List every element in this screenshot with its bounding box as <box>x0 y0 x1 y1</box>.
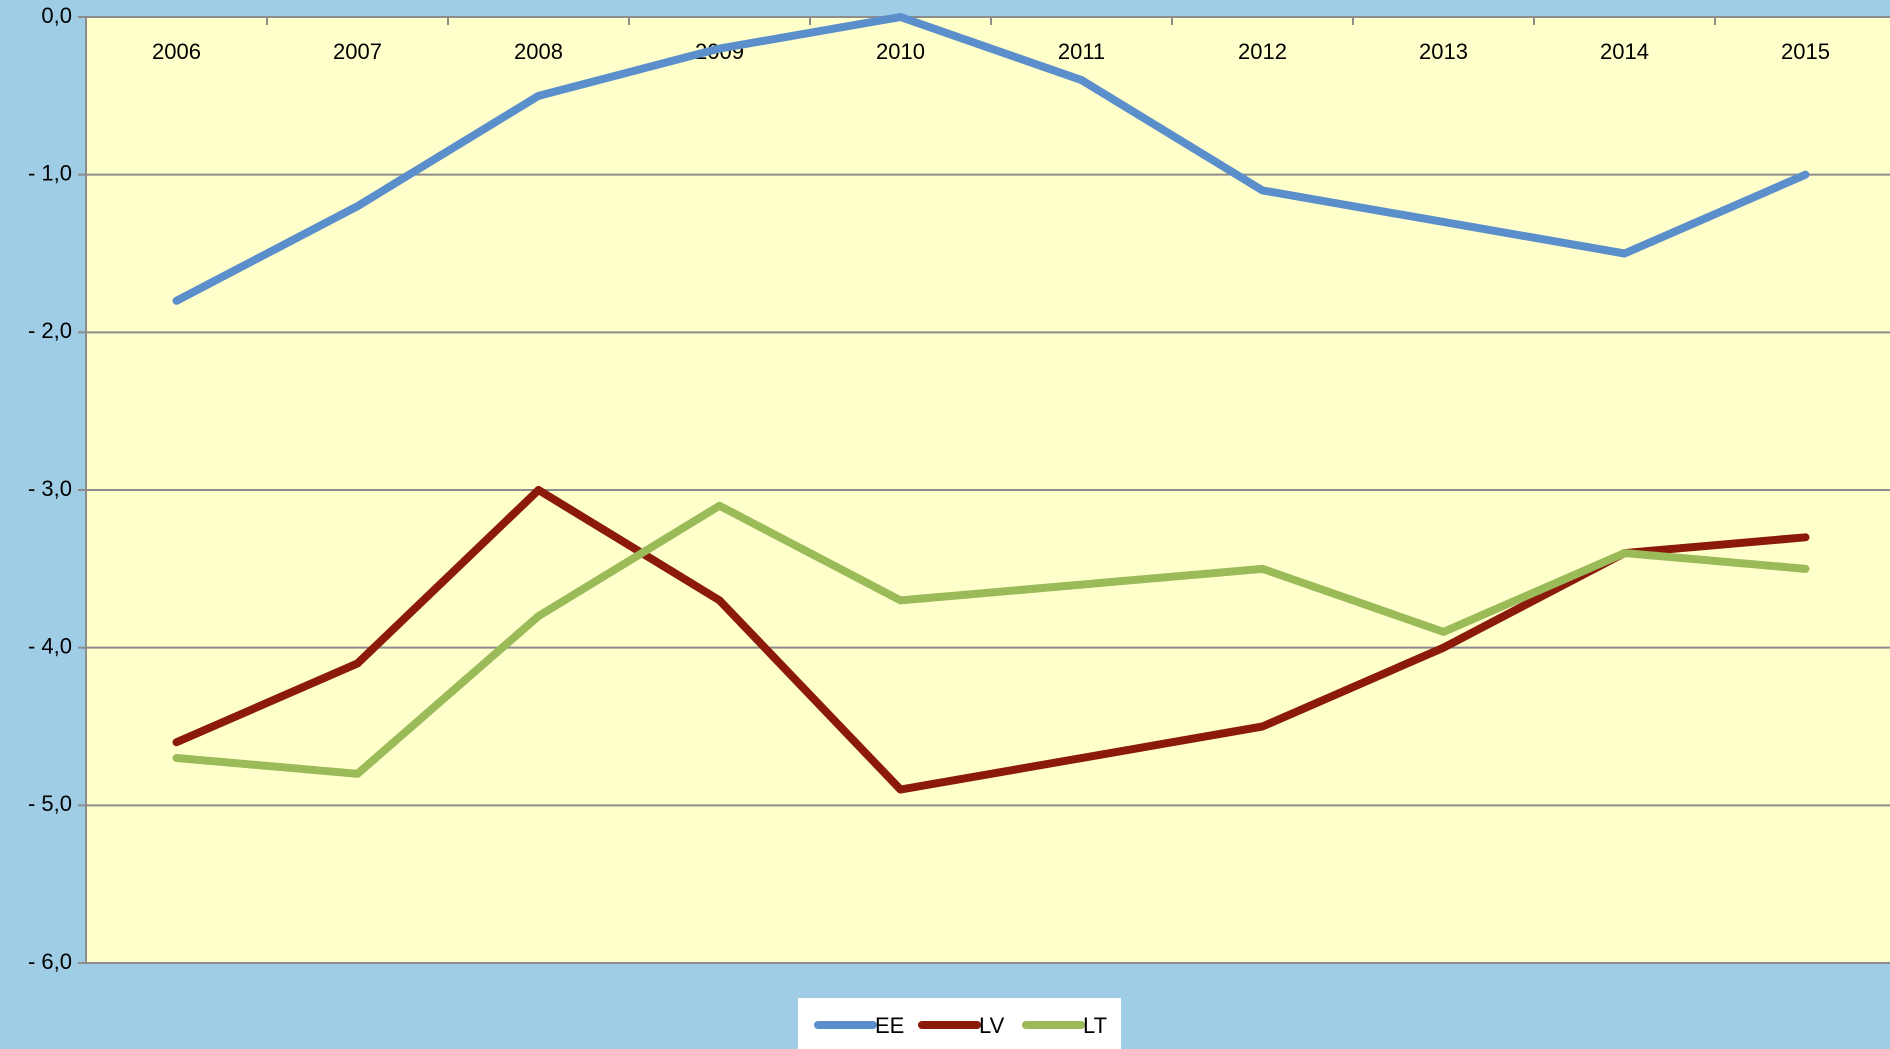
y-tick-label: - 5,0 <box>28 791 72 816</box>
legend-label: LT <box>1083 1013 1107 1038</box>
x-tick-label: 2015 <box>1781 39 1830 64</box>
y-tick-label: - 2,0 <box>28 318 72 343</box>
y-tick-label: - 4,0 <box>28 633 72 658</box>
x-tick-label: 2014 <box>1600 39 1649 64</box>
x-tick-label: 2010 <box>876 39 925 64</box>
y-tick-label: - 3,0 <box>28 476 72 501</box>
legend-label: LV <box>979 1013 1005 1038</box>
series-line <box>172 501 1810 778</box>
x-tick-label: 2011 <box>1058 39 1105 64</box>
series-line <box>172 13 1810 305</box>
x-tick-label: 2006 <box>152 39 201 64</box>
x-tick-label: 2007 <box>333 39 382 64</box>
y-tick-label: - 6,0 <box>28 949 72 974</box>
x-tick-label: 2013 <box>1419 39 1468 64</box>
legend-label: EE <box>875 1013 904 1038</box>
y-tick-label: 0,0 <box>41 3 72 28</box>
x-tick-label: 2008 <box>514 39 563 64</box>
x-tick-label: 2012 <box>1238 39 1287 64</box>
series-line <box>172 486 1810 794</box>
y-tick-label: - 1,0 <box>28 160 72 185</box>
